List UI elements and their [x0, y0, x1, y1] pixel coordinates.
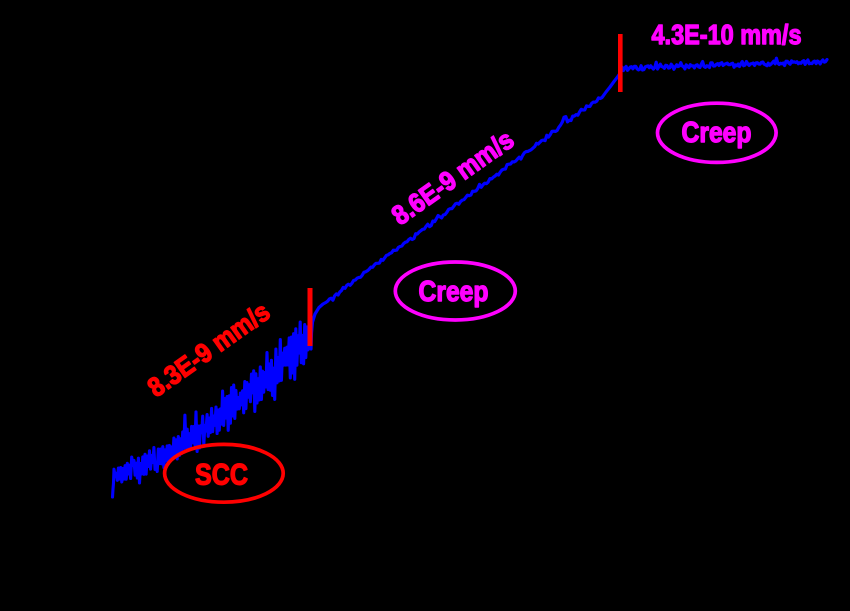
svg-text:SCC: SCC	[195, 459, 248, 492]
svg-text:8.6E-9 mm/s: 8.6E-9 mm/s	[386, 124, 519, 231]
svg-text:Creep: Creep	[419, 276, 489, 308]
svg-text:Creep: Creep	[682, 117, 752, 149]
svg-text:4.3E-10 mm/s: 4.3E-10 mm/s	[652, 19, 802, 50]
